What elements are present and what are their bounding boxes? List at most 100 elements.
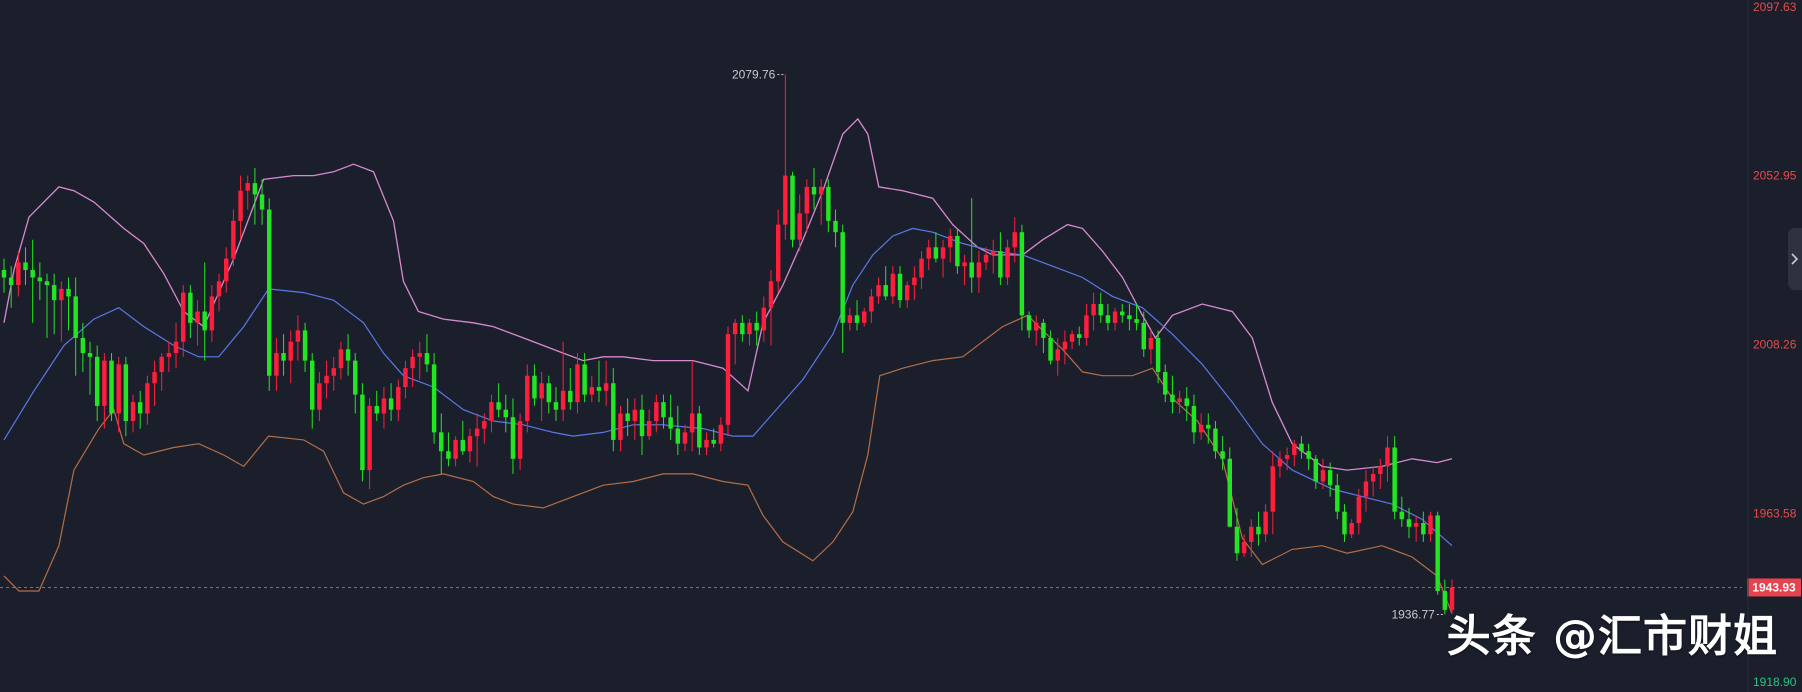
candle-body — [23, 262, 28, 270]
candle — [1249, 519, 1254, 557]
y-tick-label: 1918.90 — [1753, 675, 1797, 689]
candle-body — [517, 421, 523, 459]
candle — [1170, 375, 1175, 414]
candle-body — [503, 409, 509, 418]
candle — [396, 379, 401, 422]
candle-body — [317, 383, 322, 410]
candle — [489, 394, 494, 433]
candle-body — [288, 341, 293, 361]
candle — [281, 334, 286, 376]
candle-body — [1306, 451, 1311, 459]
candle — [1385, 436, 1390, 482]
candle-body — [8, 277, 14, 286]
candle — [890, 266, 896, 304]
candle — [152, 360, 157, 406]
candle-body — [955, 235, 960, 267]
candle-body — [474, 428, 480, 437]
candle-body — [259, 194, 265, 210]
candle — [883, 266, 888, 301]
candle-body — [1055, 349, 1060, 361]
candle-body — [216, 281, 222, 297]
candle — [639, 394, 645, 456]
candle — [94, 345, 100, 422]
candle-body — [926, 247, 931, 259]
chevron-right-icon — [1791, 253, 1799, 265]
candle — [252, 167, 258, 225]
candle — [940, 239, 946, 278]
candle-body — [725, 334, 731, 425]
candle — [1213, 421, 1218, 459]
candle — [1320, 458, 1326, 490]
candle — [1435, 511, 1440, 595]
candle-body — [274, 353, 279, 376]
candle — [116, 356, 121, 433]
current-price-line: 1943.93 — [0, 578, 1801, 597]
candle-body — [460, 439, 465, 452]
candle — [568, 368, 573, 410]
candle-body — [1112, 311, 1118, 323]
candle-body — [998, 251, 1003, 278]
candle-body — [94, 356, 100, 406]
candle-body — [697, 413, 702, 448]
low-label: 1936.77 — [1391, 608, 1435, 622]
candle-body — [861, 311, 867, 323]
candle-body — [1241, 541, 1247, 554]
candle — [603, 360, 609, 406]
candle-body — [1320, 470, 1326, 482]
candle-body — [711, 439, 716, 444]
candle-body — [804, 186, 810, 214]
candle-body — [840, 232, 845, 323]
candle-body — [510, 417, 516, 459]
candle — [804, 179, 810, 233]
candle — [998, 232, 1003, 286]
candle-body — [1177, 398, 1182, 403]
candle — [439, 413, 444, 474]
candle-body — [940, 247, 946, 259]
candle-body — [1256, 526, 1261, 535]
candle — [1234, 507, 1240, 561]
candle-body — [417, 353, 422, 357]
candle-body — [1213, 428, 1218, 452]
candle — [1342, 504, 1347, 542]
lower-band-line — [3, 314, 1453, 614]
candle-body — [453, 439, 458, 459]
candle — [1184, 387, 1189, 422]
candle — [654, 394, 659, 433]
candle — [137, 390, 143, 429]
candle — [761, 296, 767, 342]
candle — [682, 424, 688, 452]
candle — [1256, 511, 1261, 546]
candle — [30, 239, 35, 323]
candle-body — [919, 258, 924, 278]
candle — [933, 232, 939, 263]
candle — [381, 387, 387, 429]
candle-body — [618, 413, 623, 440]
candle-body — [1356, 496, 1362, 524]
candle-body — [1378, 466, 1383, 474]
candle-body — [1084, 315, 1089, 338]
candle-body — [30, 269, 35, 278]
candle-body — [73, 296, 78, 338]
candle-body — [890, 273, 896, 297]
candle — [1220, 436, 1225, 471]
candle-body — [983, 254, 989, 263]
candle — [833, 209, 838, 248]
side-panel-toggle[interactable] — [1788, 228, 1802, 290]
candle-body — [1077, 334, 1082, 338]
candle — [611, 368, 616, 452]
candle — [1292, 439, 1297, 467]
candle-body — [976, 262, 982, 278]
candle — [16, 251, 21, 297]
candle — [1019, 224, 1025, 331]
candle-body — [223, 258, 229, 282]
candle — [532, 364, 537, 406]
candle-body — [310, 360, 315, 410]
candle — [661, 394, 666, 429]
current-price-label: 1943.93 — [1752, 580, 1796, 594]
candle-body — [625, 413, 630, 422]
candle — [1306, 443, 1311, 471]
candle — [1378, 458, 1383, 490]
candle — [1041, 319, 1046, 354]
candle — [1413, 515, 1419, 542]
